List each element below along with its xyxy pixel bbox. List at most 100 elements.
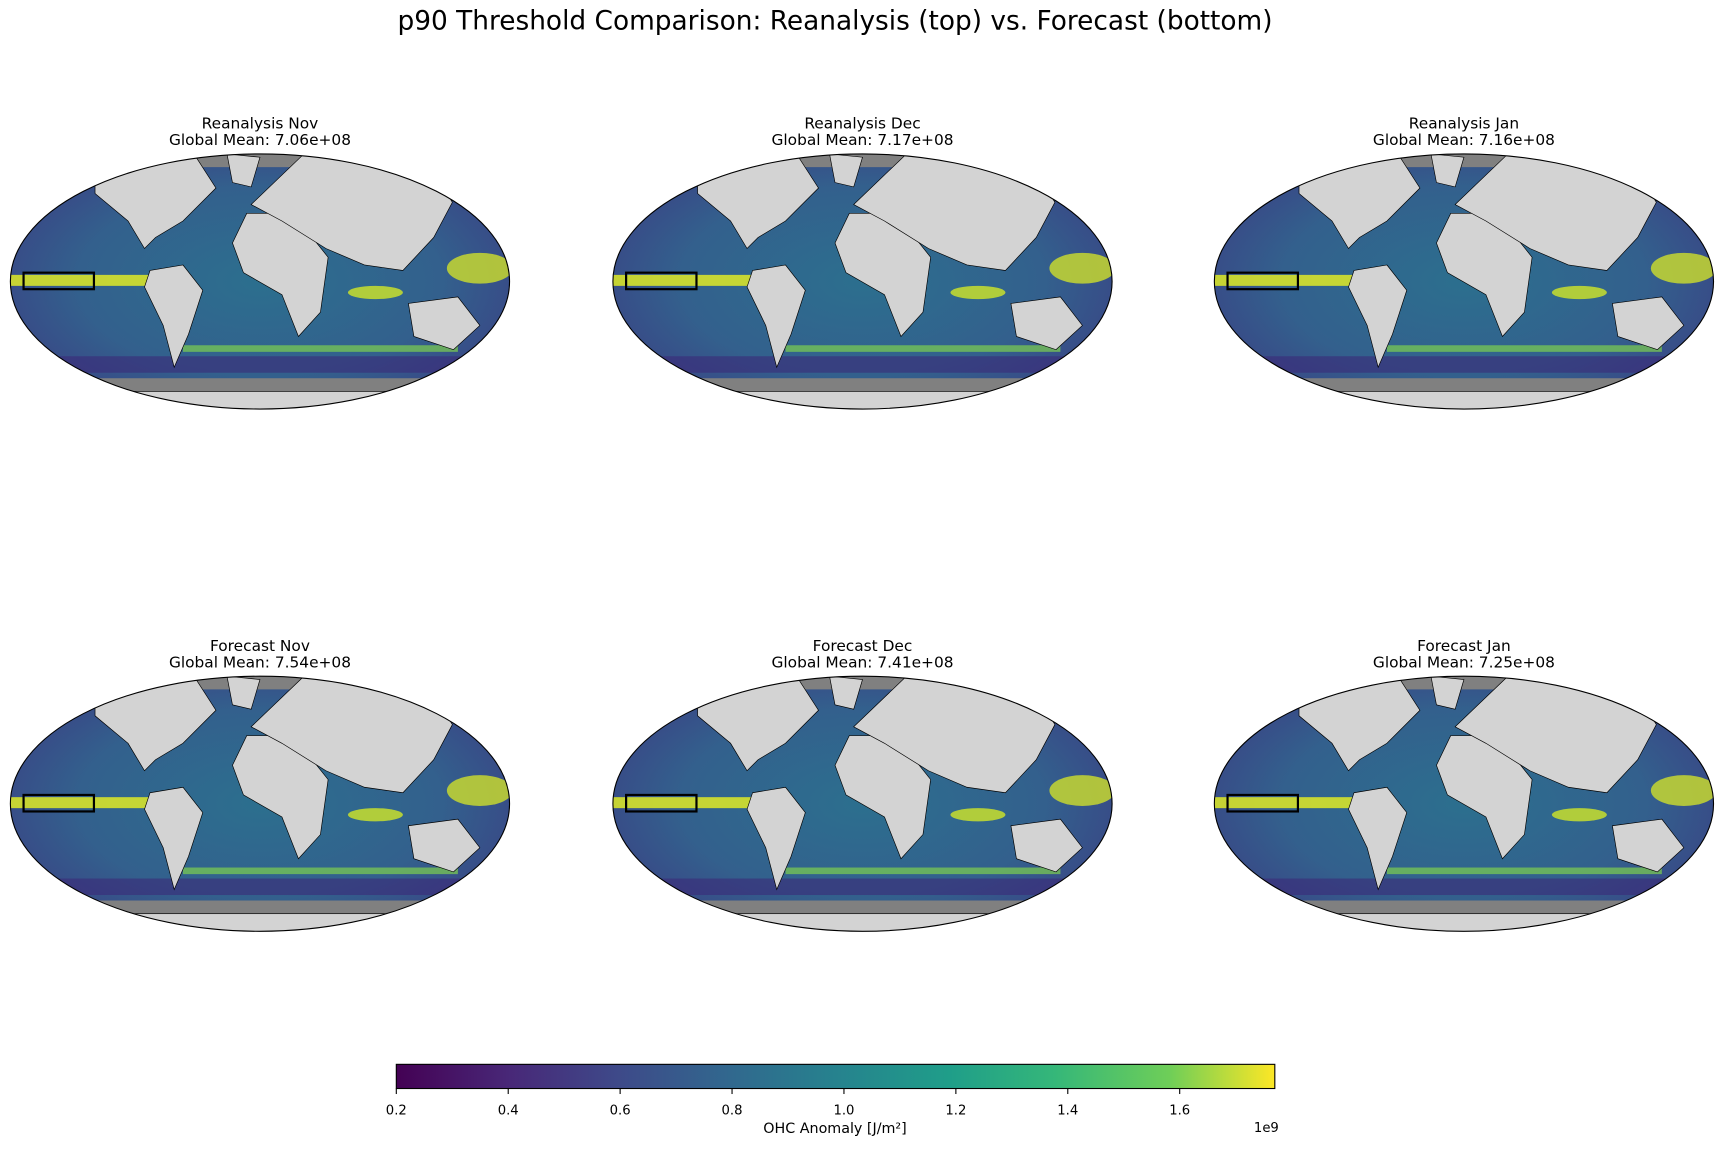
indian-ocean-band — [1551, 285, 1607, 300]
nino-box — [1226, 793, 1300, 813]
map — [9, 675, 511, 932]
colorbar-tick-label: 0.6 — [610, 1104, 631, 1119]
panel-title: Forecast Jan — [1417, 637, 1511, 655]
colorbar-tick-label: 0.8 — [722, 1104, 743, 1119]
map-outline — [612, 675, 1113, 932]
antarctica — [730, 391, 995, 410]
nino-box — [22, 271, 96, 291]
map-body — [10, 676, 510, 932]
antarctica — [1331, 913, 1597, 932]
panel-title: Forecast Nov — [210, 637, 310, 655]
southern-band — [1386, 345, 1662, 352]
land — [144, 264, 204, 369]
equatorial-band — [10, 797, 151, 809]
southern-ocean — [612, 356, 1113, 373]
land — [1010, 296, 1083, 351]
indian-ocean-band — [950, 808, 1006, 822]
nino-box — [22, 793, 96, 813]
map — [1213, 153, 1715, 410]
map — [1213, 675, 1715, 932]
warm-pool — [1049, 252, 1113, 284]
land — [1348, 264, 1408, 369]
map-outline — [9, 675, 511, 932]
southern-ocean — [612, 878, 1113, 896]
antarctica — [127, 913, 393, 932]
map — [612, 153, 1113, 410]
panel-subtitle: Global Mean: 7.25e+08 — [1373, 654, 1555, 672]
southern-band — [182, 345, 458, 352]
indian-ocean-band — [347, 808, 403, 822]
panel-title: Reanalysis Dec — [804, 115, 920, 133]
land — [697, 676, 819, 772]
panel-title: Reanalysis Nov — [202, 115, 319, 133]
antarctica — [127, 391, 393, 410]
panel-subtitle: Global Mean: 7.16e+08 — [1373, 131, 1555, 149]
warm-pool — [1049, 775, 1113, 806]
panel-title: Reanalysis Jan — [1409, 115, 1519, 133]
land — [144, 786, 204, 891]
land — [94, 153, 217, 250]
antarctica — [730, 913, 995, 932]
antarctica — [1331, 391, 1597, 410]
panel-subtitle: Global Mean: 7.17e+08 — [771, 131, 953, 149]
land — [1430, 676, 1465, 710]
panel-title: Forecast Dec — [813, 637, 913, 655]
land — [829, 153, 863, 188]
equatorial-band — [1214, 797, 1354, 809]
land — [1298, 676, 1421, 772]
southern-ocean — [10, 878, 510, 896]
colorbar-offset: 1e9 — [1254, 1121, 1279, 1136]
southern-band — [785, 867, 1061, 875]
colorbar-label: OHC Anomaly [J/m²] — [763, 1121, 906, 1137]
land — [1430, 153, 1465, 188]
map-outline — [1213, 153, 1715, 410]
land — [94, 676, 217, 772]
equatorial-band — [1214, 274, 1354, 286]
warm-pool — [446, 252, 510, 284]
panel-subtitle: Global Mean: 7.06e+08 — [169, 131, 351, 149]
colorbar-ticks: 0.2 0.4 0.6 0.8 1.0 1.2 1.4 1.6 — [386, 1088, 1190, 1119]
map-outline — [612, 153, 1113, 410]
southern-band — [785, 345, 1061, 352]
equatorial-band — [10, 274, 151, 286]
warm-pool — [1650, 252, 1714, 284]
southern-ocean — [10, 356, 510, 373]
land — [746, 264, 806, 369]
colorbar — [395, 1063, 1276, 1090]
land — [1298, 153, 1421, 250]
southern-band — [1386, 867, 1662, 875]
colorbar-tick-label: 1.6 — [1169, 1104, 1190, 1119]
land — [746, 786, 806, 891]
colorbar-tick-label: 1.2 — [945, 1104, 966, 1119]
map-body — [10, 153, 510, 410]
indian-ocean-band — [347, 285, 403, 300]
colorbar-tick-label: 1.4 — [1057, 1104, 1078, 1119]
map-body — [1214, 153, 1714, 410]
map-outline — [9, 153, 511, 410]
nino-box — [625, 271, 698, 291]
equatorial-band — [612, 274, 753, 286]
nino-box — [625, 793, 698, 813]
land — [1611, 296, 1685, 351]
equatorial-band — [612, 797, 753, 809]
panel-subtitle: Global Mean: 7.54e+08 — [169, 654, 351, 672]
warm-pool — [446, 775, 510, 806]
land — [226, 153, 261, 188]
colorbar-tick-label: 0.2 — [386, 1104, 407, 1119]
map — [612, 675, 1113, 932]
land — [697, 153, 819, 250]
map-body — [1214, 676, 1714, 932]
land — [1010, 818, 1083, 873]
colorbar-tick-label: 1.0 — [833, 1104, 854, 1119]
southern-ocean — [1214, 878, 1714, 896]
land — [226, 676, 261, 710]
land — [829, 676, 863, 710]
indian-ocean-band — [1551, 808, 1607, 822]
map-outline — [1213, 675, 1715, 932]
warm-pool — [1650, 775, 1714, 806]
nino-box — [1226, 271, 1300, 291]
southern-band — [182, 867, 458, 875]
